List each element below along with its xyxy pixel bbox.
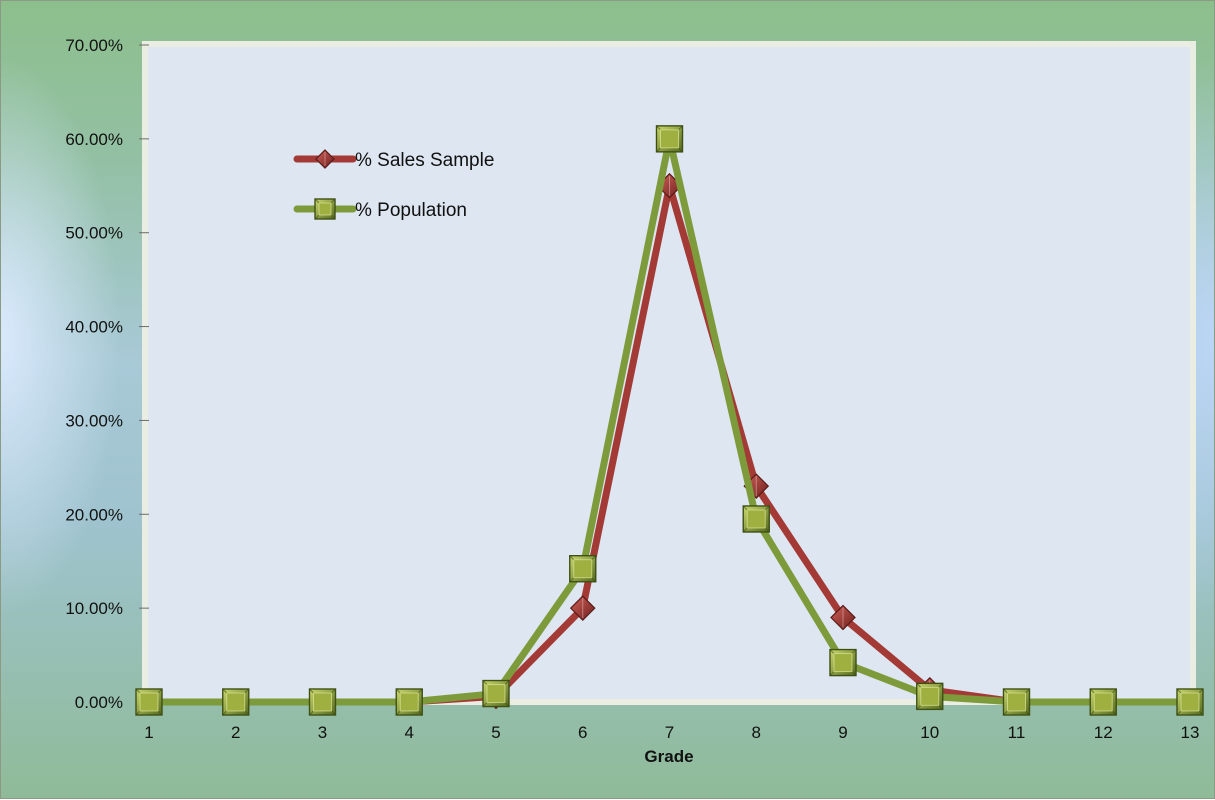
legend-marker-diamond [315, 149, 335, 169]
x-tick-label: 9 [838, 723, 847, 742]
data-point-square [916, 682, 944, 711]
x-tick-label: 10 [920, 723, 939, 742]
x-tick-label: 6 [578, 723, 587, 742]
y-tick-label: 30.00% [65, 411, 123, 430]
data-point-square [135, 688, 163, 716]
data-point-square [1089, 688, 1117, 716]
x-tick-label: 3 [318, 723, 327, 742]
x-tick-label: 8 [752, 723, 761, 742]
series-population [135, 125, 1204, 716]
data-point-square [395, 688, 423, 716]
data-point-diamond [569, 595, 596, 621]
y-tick-label: 70.00% [65, 36, 123, 55]
y-tick-label: 60.00% [65, 130, 123, 149]
data-point-square [655, 125, 684, 153]
x-tick-label: 7 [665, 723, 674, 742]
data-point-square [829, 648, 857, 677]
data-point-square [1002, 688, 1031, 716]
x-tick-label: 4 [405, 723, 414, 742]
data-point-square [1176, 688, 1204, 716]
x-tick-label: 5 [491, 723, 500, 742]
y-tick-label: 40.00% [65, 318, 123, 337]
legend-label: % Population [355, 200, 467, 221]
x-tick-label: 11 [1008, 723, 1026, 742]
x-axis-title: Grade [644, 747, 693, 766]
legend-item: % Population [293, 198, 467, 221]
x-tick-label: 13 [1181, 723, 1200, 742]
data-point-square [569, 555, 597, 583]
y-tick-label: 20.00% [65, 505, 123, 524]
legend: % Sales Sample % Population [293, 149, 494, 221]
legend-marker-square [314, 198, 336, 220]
x-tick-label: 1 [144, 723, 153, 742]
y-axis: 0.00% 10.00% 20.00% 30.00% 40.00% 50.00% 60.00… [65, 36, 149, 712]
y-tick-label: 10.00% [65, 599, 123, 618]
legend-label: % Sales Sample [355, 150, 494, 171]
data-point-square [742, 505, 770, 533]
y-tick-label: 0.00% [75, 693, 123, 712]
series-layer [135, 125, 1204, 716]
x-axis: 1 2 3 4 5 6 7 8 9 10 11 12 13 [144, 723, 1199, 742]
data-point-diamond [830, 604, 856, 631]
data-point-square [222, 688, 250, 716]
x-tick-label: 12 [1094, 723, 1113, 742]
legend-item: % Sales Sample [293, 149, 494, 171]
y-tick-label: 50.00% [65, 224, 123, 243]
data-point-square [482, 679, 510, 708]
x-tick-label: 2 [231, 723, 240, 742]
data-point-square [308, 688, 337, 716]
